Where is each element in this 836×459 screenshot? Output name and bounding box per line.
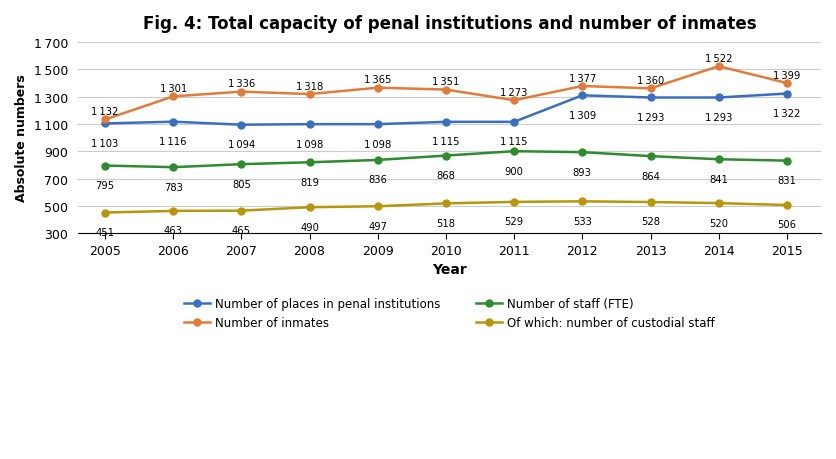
Of which: number of custodial staff: (2.01e+03, 465): number of custodial staff: (2.01e+03, 46… — [237, 208, 247, 214]
Text: 864: 864 — [641, 171, 660, 181]
Text: 1 293: 1 293 — [637, 113, 664, 123]
Line: Of which: number of custodial staff: Of which: number of custodial staff — [101, 198, 790, 217]
Text: 831: 831 — [777, 176, 797, 185]
Text: 1 103: 1 103 — [91, 139, 119, 149]
Text: 520: 520 — [709, 218, 728, 228]
Of which: number of custodial staff: (2.01e+03, 497): number of custodial staff: (2.01e+03, 49… — [373, 204, 383, 210]
Number of staff (FTE) — [441, 153, 451, 159]
Number of inmates — [578, 84, 588, 90]
Text: 1 377: 1 377 — [568, 73, 596, 84]
Line: Number of places in penal institutions: Number of places in penal institutions — [101, 91, 790, 129]
Of which: number of custodial staff: (2.01e+03, 518): number of custodial staff: (2.01e+03, 51… — [441, 201, 451, 207]
Text: 1 115: 1 115 — [432, 137, 460, 147]
Number of inmates — [509, 98, 519, 104]
Number of staff (FTE) — [100, 163, 110, 169]
Number of places in penal institutions — [714, 95, 724, 101]
Text: 783: 783 — [164, 182, 182, 192]
Number of staff (FTE) — [304, 160, 314, 166]
Number of places in penal institutions — [578, 93, 588, 99]
Text: 1 318: 1 318 — [296, 82, 324, 91]
Text: 506: 506 — [777, 220, 797, 230]
Line: Number of inmates: Number of inmates — [101, 64, 790, 123]
Number of places in penal institutions — [168, 120, 178, 125]
Number of staff (FTE) — [645, 154, 655, 160]
Number of inmates — [100, 118, 110, 123]
Of which: number of custodial staff: (2.01e+03, 463): number of custodial staff: (2.01e+03, 46… — [168, 209, 178, 214]
Number of inmates — [714, 64, 724, 70]
Number of places in penal institutions — [100, 122, 110, 127]
Y-axis label: Absolute numbers: Absolute numbers — [15, 74, 28, 202]
Text: 1 360: 1 360 — [637, 76, 664, 86]
Text: 1 293: 1 293 — [705, 113, 732, 123]
Text: 868: 868 — [436, 171, 456, 181]
Number of staff (FTE) — [373, 158, 383, 163]
Text: 497: 497 — [368, 221, 387, 231]
Number of places in penal institutions — [441, 120, 451, 125]
Text: 1 115: 1 115 — [501, 137, 528, 147]
Number of staff (FTE) — [237, 162, 247, 168]
Number of inmates — [168, 95, 178, 100]
Text: 528: 528 — [641, 217, 660, 227]
Text: 1 094: 1 094 — [227, 140, 255, 150]
Number of staff (FTE) — [168, 165, 178, 171]
Text: 1 273: 1 273 — [501, 88, 528, 98]
Of which: number of custodial staff: (2.01e+03, 529): number of custodial staff: (2.01e+03, 52… — [509, 200, 519, 205]
Number of places in penal institutions — [373, 122, 383, 128]
Number of inmates — [237, 90, 247, 95]
Number of staff (FTE) — [714, 157, 724, 162]
Text: 1 522: 1 522 — [705, 54, 732, 64]
Text: 465: 465 — [232, 225, 251, 235]
Text: 1 351: 1 351 — [432, 77, 460, 87]
Of which: number of custodial staff: (2.01e+03, 520): number of custodial staff: (2.01e+03, 52… — [714, 201, 724, 207]
Text: 463: 463 — [164, 226, 182, 236]
Text: 841: 841 — [709, 174, 728, 185]
Number of places in penal institutions — [645, 95, 655, 101]
Number of inmates — [782, 81, 792, 87]
Text: 1 322: 1 322 — [773, 109, 801, 119]
Text: 1 399: 1 399 — [773, 71, 801, 80]
Number of staff (FTE) — [782, 158, 792, 164]
Number of places in penal institutions — [782, 92, 792, 97]
Text: 900: 900 — [505, 166, 523, 176]
Line: Number of staff (FTE): Number of staff (FTE) — [101, 148, 790, 171]
Text: 1 098: 1 098 — [296, 139, 324, 149]
Legend: Number of places in penal institutions, Number of inmates, Number of staff (FTE): Number of places in penal institutions, … — [180, 293, 719, 334]
Text: 1 116: 1 116 — [160, 137, 187, 147]
Number of places in penal institutions — [509, 120, 519, 125]
Text: 451: 451 — [95, 228, 115, 237]
Number of places in penal institutions — [304, 122, 314, 128]
Text: 1 309: 1 309 — [568, 111, 596, 121]
Number of inmates — [441, 88, 451, 93]
Text: 1 098: 1 098 — [364, 139, 391, 149]
Text: 490: 490 — [300, 222, 319, 232]
Text: 1 301: 1 301 — [160, 84, 186, 94]
Of which: number of custodial staff: (2.01e+03, 533): number of custodial staff: (2.01e+03, 53… — [578, 199, 588, 205]
Title: Fig. 4: Total capacity of penal institutions and number of inmates: Fig. 4: Total capacity of penal institut… — [142, 15, 756, 33]
Text: 1 336: 1 336 — [227, 79, 255, 89]
Number of inmates — [304, 92, 314, 98]
Text: 1 365: 1 365 — [364, 75, 391, 85]
Text: 836: 836 — [369, 175, 387, 185]
Text: 893: 893 — [573, 167, 592, 177]
Number of staff (FTE) — [578, 150, 588, 156]
Text: 518: 518 — [436, 218, 456, 228]
Number of inmates — [373, 86, 383, 91]
Of which: number of custodial staff: (2e+03, 451): number of custodial staff: (2e+03, 451) — [100, 210, 110, 216]
Text: 533: 533 — [573, 216, 592, 226]
Number of places in penal institutions — [237, 123, 247, 128]
X-axis label: Year: Year — [432, 263, 466, 276]
Number of inmates — [645, 86, 655, 92]
Text: 819: 819 — [300, 177, 319, 187]
Of which: number of custodial staff: (2.02e+03, 506): number of custodial staff: (2.02e+03, 50… — [782, 203, 792, 208]
Text: 1 132: 1 132 — [91, 107, 119, 117]
Text: 529: 529 — [505, 217, 523, 227]
Text: 805: 805 — [232, 179, 251, 189]
Text: 795: 795 — [95, 180, 115, 190]
Of which: number of custodial staff: (2.01e+03, 490): number of custodial staff: (2.01e+03, 49… — [304, 205, 314, 211]
Number of staff (FTE) — [509, 149, 519, 155]
Of which: number of custodial staff: (2.01e+03, 528): number of custodial staff: (2.01e+03, 52… — [645, 200, 655, 205]
